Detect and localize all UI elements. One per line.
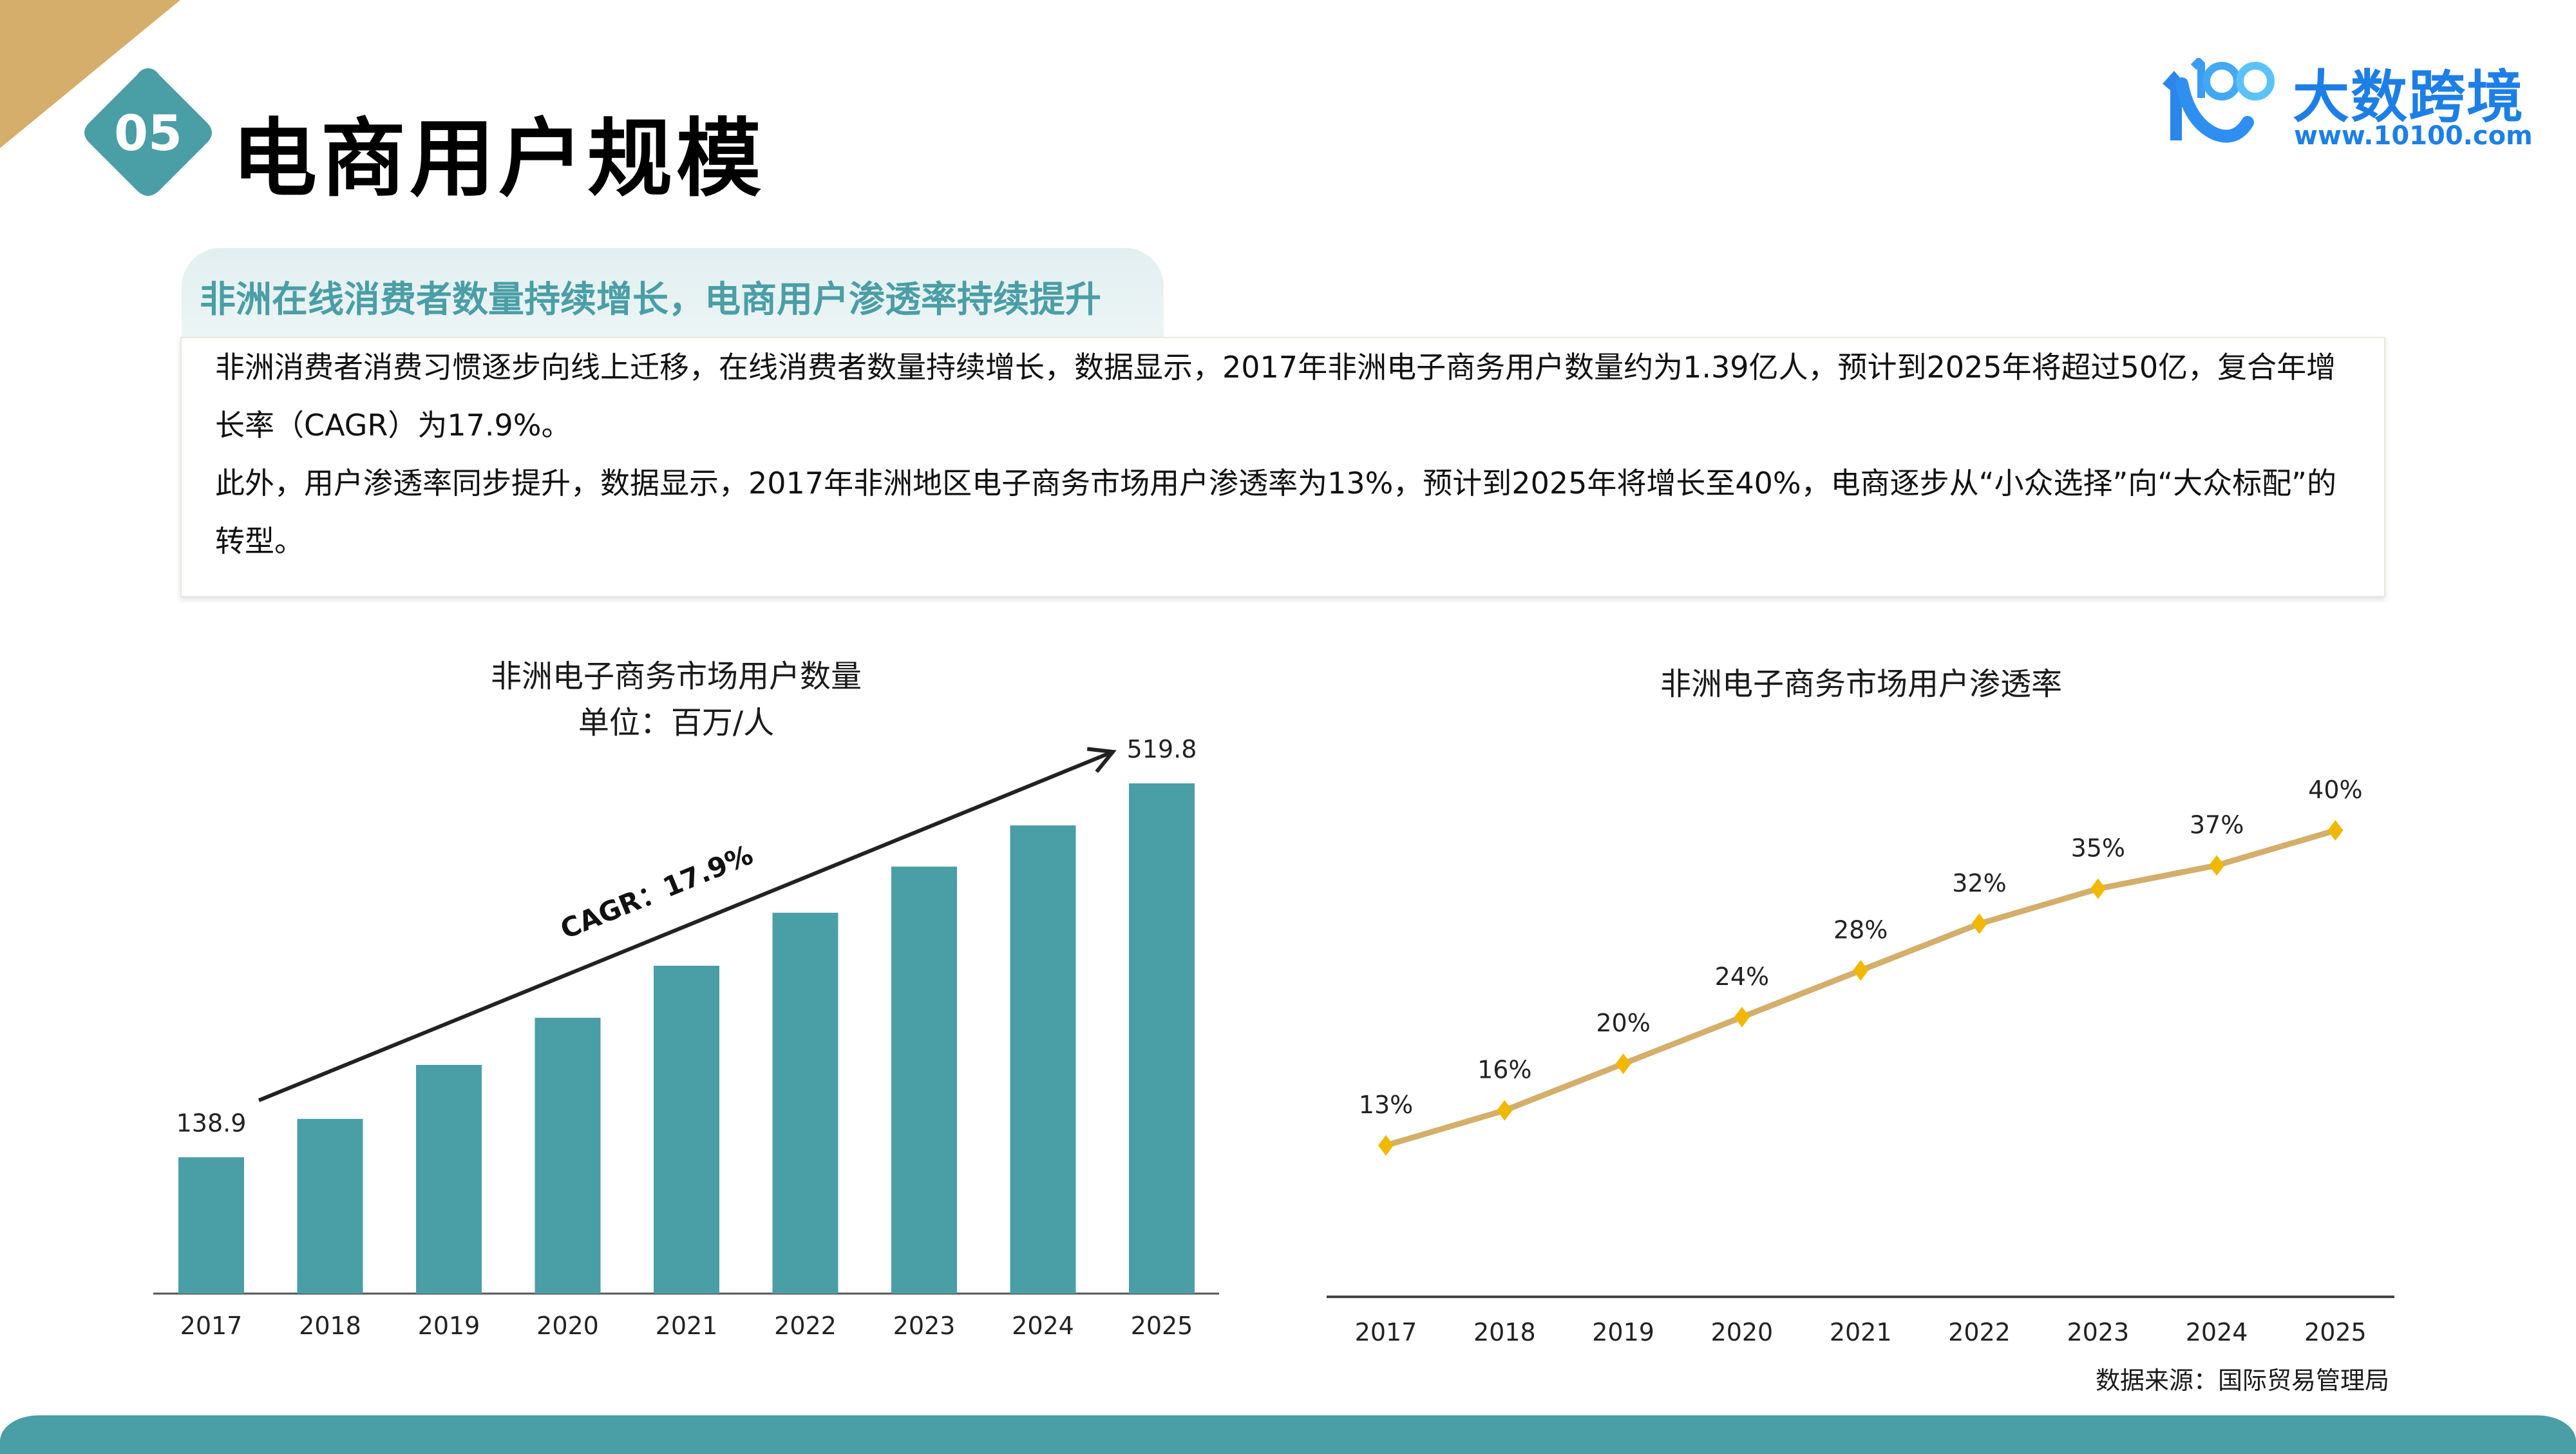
logo-name: 大数跨境 bbox=[2293, 64, 2525, 130]
bar-x-tick-2024: 2024 bbox=[1012, 1312, 1074, 1340]
line-x-tick-2020: 2020 bbox=[1711, 1318, 1774, 1346]
bar-data-label-2017: 138.9 bbox=[176, 1109, 247, 1137]
logo-url: www.10100.com bbox=[2294, 121, 2533, 151]
description-paragraph-1: 非洲消费者消费习惯逐步向线上迁移，在线消费者数量持续增长，数据显示，2017年非… bbox=[215, 350, 2336, 443]
bar-2020 bbox=[535, 1017, 601, 1294]
line-x-tick-2021: 2021 bbox=[1830, 1318, 1892, 1346]
brand-logo: 大数跨境 www.10100.com bbox=[2151, 52, 2533, 161]
line-data-label-2017: 13% bbox=[1359, 1091, 1413, 1119]
bar-x-tick-2018: 2018 bbox=[299, 1312, 361, 1340]
bar-x-tick-2021: 2021 bbox=[656, 1312, 718, 1340]
bar-2019 bbox=[416, 1064, 482, 1294]
penetration-line bbox=[1385, 827, 2336, 1149]
logo-mark-icon bbox=[2163, 58, 2275, 143]
line-x-tick-2023: 2023 bbox=[2067, 1318, 2129, 1346]
diamond-marker-icon bbox=[1378, 1135, 1394, 1156]
bar-2024 bbox=[1010, 825, 1076, 1294]
bar-x-tick-2020: 2020 bbox=[536, 1312, 599, 1340]
line-data-label-2023: 35% bbox=[2071, 834, 2125, 863]
line-x-tick-2018: 2018 bbox=[1473, 1318, 1536, 1346]
diamond-marker-icon bbox=[1971, 913, 1987, 934]
line-data-label-2024: 37% bbox=[2190, 810, 2244, 839]
bar-x-tick-2019: 2019 bbox=[418, 1312, 480, 1340]
diamond-marker-icon bbox=[2327, 820, 2344, 841]
diamond-marker-icon bbox=[2090, 878, 2106, 899]
section-number: 05 bbox=[114, 104, 182, 162]
line-data-label-2022: 32% bbox=[1952, 869, 2006, 897]
description-paragraph-2: 此外，用户渗透率同步提升，数据显示，2017年非洲地区电子商务市场用户渗透率为1… bbox=[215, 466, 2336, 559]
bar-x-tick-2017: 2017 bbox=[180, 1312, 243, 1340]
bar-2018 bbox=[297, 1118, 363, 1294]
diamond-marker-icon bbox=[1853, 960, 1869, 981]
bar-2022 bbox=[772, 912, 838, 1294]
line-chart-title: 非洲电子商务市场用户渗透率 bbox=[1660, 666, 2062, 702]
subtitle-tab: 非洲在线消费者数量持续增长，电商用户渗透率持续提升 bbox=[182, 248, 1164, 341]
subtitle: 非洲在线消费者数量持续增长，电商用户渗透率持续提升 bbox=[200, 279, 1101, 321]
line-data-label-2021: 28% bbox=[1833, 915, 1888, 944]
line-x-tick-2017: 2017 bbox=[1355, 1318, 1417, 1346]
cagr-arrow-line bbox=[258, 750, 1114, 1102]
section-number-badge: 05 bbox=[80, 64, 216, 201]
line-data-label-2020: 24% bbox=[1715, 962, 1769, 991]
bar-x-tick-2025: 2025 bbox=[1131, 1312, 1193, 1340]
diamond-badge-icon bbox=[84, 68, 212, 196]
line-x-tick-2022: 2022 bbox=[1948, 1318, 2011, 1346]
diamond-marker-icon bbox=[1734, 1006, 1750, 1028]
bar-2023 bbox=[891, 866, 957, 1294]
diamond-marker-icon bbox=[1497, 1100, 1513, 1121]
bar-x-tick-2023: 2023 bbox=[893, 1312, 956, 1340]
bar-2021 bbox=[654, 966, 719, 1294]
line-x-tick-2024: 2024 bbox=[2186, 1318, 2248, 1346]
bar-x-tick-2022: 2022 bbox=[774, 1312, 837, 1340]
diamond-marker-icon bbox=[2209, 855, 2225, 876]
bar-2025 bbox=[1129, 783, 1195, 1294]
cagr-arrow-head-icon bbox=[1086, 747, 1117, 773]
data-source: 数据来源：国际贸易管理局 bbox=[2095, 1366, 2389, 1395]
diamond-marker-icon bbox=[1615, 1053, 1631, 1075]
line-data-label-2018: 16% bbox=[1477, 1056, 1531, 1084]
bar-2017 bbox=[178, 1157, 244, 1294]
line-data-label-2025: 40% bbox=[2308, 776, 2362, 804]
bar-chart-unit: 单位：百万/人 bbox=[578, 705, 775, 741]
line-data-label-2019: 20% bbox=[1596, 1009, 1650, 1037]
bar-data-label-2025: 519.8 bbox=[1127, 735, 1197, 763]
page-title: 电商用户规模 bbox=[232, 110, 765, 209]
footer-bar bbox=[0, 1415, 2576, 1454]
line-x-tick-2019: 2019 bbox=[1592, 1318, 1654, 1346]
bar-chart-title: 非洲电子商务市场用户数量 bbox=[490, 658, 862, 694]
description-box: 非洲消费者消费习惯逐步向线上迁移，在线消费者数量持续增长，数据显示，2017年非… bbox=[180, 337, 2385, 597]
line-x-tick-2025: 2025 bbox=[2304, 1318, 2367, 1346]
